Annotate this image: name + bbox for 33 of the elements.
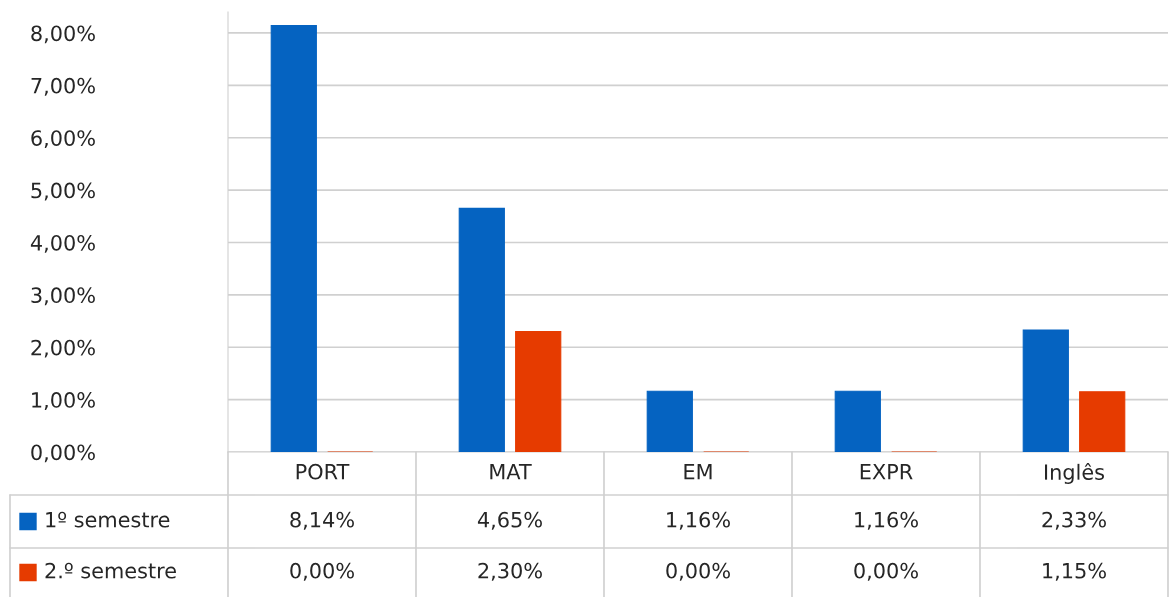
data-label: 8,14% bbox=[290, 511, 354, 530]
y-tick-label: 0,00% bbox=[31, 444, 95, 463]
y-tick-label: 3,00% bbox=[31, 287, 95, 306]
bar bbox=[1079, 391, 1126, 452]
data-label: 2,30% bbox=[478, 562, 542, 581]
bar bbox=[646, 390, 693, 452]
bar bbox=[1022, 329, 1069, 452]
data-label: 1,16% bbox=[667, 511, 730, 530]
data-label: 2,33% bbox=[1042, 511, 1106, 530]
y-tick-label: 5,00% bbox=[31, 182, 95, 201]
y-tick-label: 8,00% bbox=[31, 25, 95, 44]
x-tick-label: Inglês bbox=[1045, 463, 1104, 484]
legend-label: 2.º semestre bbox=[45, 562, 176, 579]
data-label: 0,00% bbox=[666, 562, 730, 581]
y-tick-label: 1,00% bbox=[32, 392, 95, 410]
data-label: 1,16% bbox=[855, 511, 918, 530]
y-tick-label: 7,00% bbox=[31, 77, 95, 96]
data-label: 0,00% bbox=[854, 562, 918, 581]
data-label: 0,00% bbox=[290, 562, 354, 581]
bar bbox=[515, 330, 562, 452]
x-tick-label: PORT bbox=[296, 463, 350, 480]
y-tick-label: 6,00% bbox=[31, 130, 95, 149]
x-tick-label: EM bbox=[684, 464, 712, 480]
y-tick-label: 4,00% bbox=[30, 234, 95, 253]
legend-label: 1º semestre bbox=[46, 511, 170, 528]
bar bbox=[458, 207, 505, 452]
bar bbox=[834, 390, 881, 452]
data-label: 4,65% bbox=[477, 511, 542, 530]
x-tick-label: EXPR bbox=[860, 464, 913, 480]
data-label: 1,15% bbox=[1043, 562, 1106, 581]
y-tick-label: 2,00% bbox=[31, 339, 95, 358]
x-tick-label: MAT bbox=[490, 464, 532, 480]
bar bbox=[270, 25, 317, 452]
